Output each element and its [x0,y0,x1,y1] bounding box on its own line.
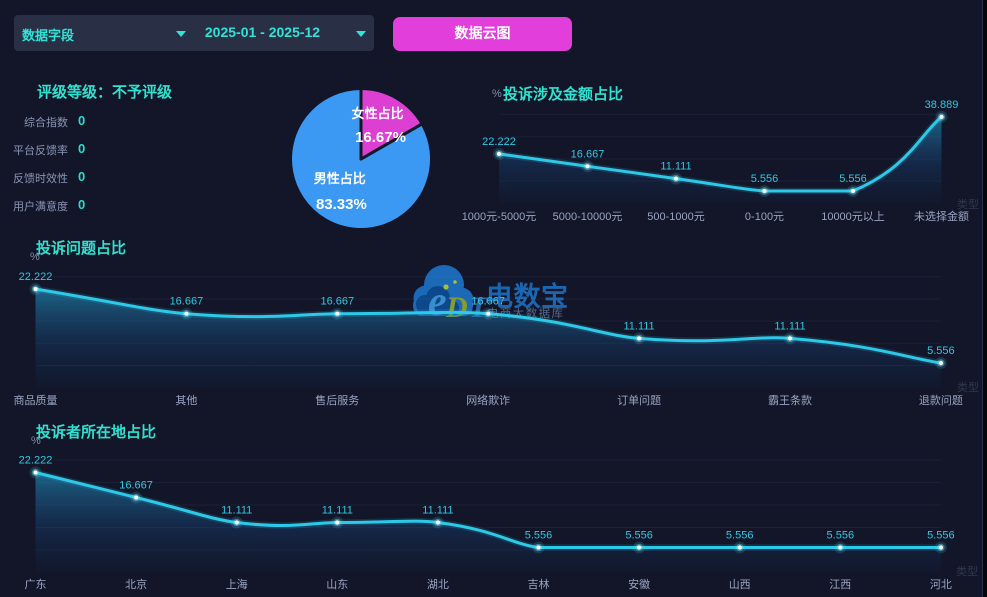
svg-text:售后服务: 售后服务 [315,393,359,407]
svg-text:83.33%: 83.33% [316,196,367,213]
svg-text:1000元-5000元: 1000元-5000元 [462,211,537,223]
svg-text:吉林: 吉林 [528,577,550,591]
svg-text:5000-10000元: 5000-10000元 [553,211,623,223]
svg-text:退款问题: 退款问题 [919,393,963,407]
svg-text:男性占比: 男性占比 [314,171,366,186]
svg-text:5.556: 5.556 [625,530,653,542]
svg-text:北京: 北京 [125,577,147,591]
svg-text:11.111: 11.111 [623,320,654,332]
svg-text:11.111: 11.111 [221,505,252,517]
svg-text:商品质量: 商品质量 [14,393,58,407]
svg-text:11.111: 11.111 [422,505,453,517]
svg-text:0-100元: 0-100元 [745,211,784,223]
svg-text:11.111: 11.111 [322,505,353,517]
svg-text:山西: 山西 [729,578,751,591]
svg-text:山东: 山东 [326,578,348,591]
svg-text:电数宝: 电数宝 [486,281,569,312]
svg-text:16.67%: 16.67% [355,129,406,146]
svg-text:未选择金额: 未选择金额 [914,209,969,223]
svg-text:类型: 类型 [957,380,979,394]
svg-text:类型: 类型 [956,564,978,578]
svg-text:女性占比: 女性占比 [352,106,404,121]
svg-text:5.556: 5.556 [751,173,779,185]
svg-text:5.556: 5.556 [927,345,955,357]
svg-text:5.556: 5.556 [525,530,553,542]
svg-text:网络欺诈: 网络欺诈 [466,393,510,407]
svg-text:16.667: 16.667 [320,296,354,308]
svg-text:11.111: 11.111 [660,161,691,173]
svg-text:16.667: 16.667 [170,296,204,308]
svg-text:5.556: 5.556 [927,530,955,542]
svg-text:广东: 广东 [25,578,47,591]
svg-text:10000元以上: 10000元以上 [821,210,885,223]
svg-text:上海: 上海 [226,577,248,591]
svg-text:安徽: 安徽 [628,577,650,591]
svg-text:5.556: 5.556 [726,530,754,542]
svg-text:11.111: 11.111 [774,320,805,332]
svg-text:河北: 河北 [930,578,952,591]
svg-text:类型: 类型 [957,197,979,211]
svg-text:其他: 其他 [175,394,197,407]
svg-text:22.222: 22.222 [19,455,53,467]
svg-text:霸王条款: 霸王条款 [768,393,812,407]
svg-text:22.222: 22.222 [19,271,53,283]
svg-text:5.556: 5.556 [839,173,867,185]
svg-text:16.667: 16.667 [119,480,153,492]
svg-text:16.667: 16.667 [471,296,505,308]
svg-text:38.889: 38.889 [925,99,959,111]
svg-text:500-1000元: 500-1000元 [647,211,705,223]
svg-text:22.222: 22.222 [482,136,516,148]
svg-text:16.667: 16.667 [571,148,605,160]
svg-text:江西: 江西 [829,578,851,591]
svg-text:订单问题: 订单问题 [617,394,661,407]
svg-text:5.556: 5.556 [827,530,855,542]
svg-text:湖北: 湖北 [427,578,449,591]
